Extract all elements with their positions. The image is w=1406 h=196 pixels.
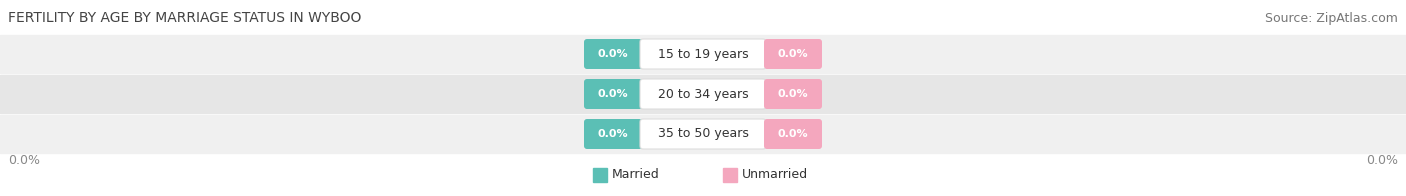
Text: 35 to 50 years: 35 to 50 years: [658, 128, 748, 141]
Text: Unmarried: Unmarried: [742, 169, 808, 181]
Text: 0.0%: 0.0%: [778, 49, 808, 59]
Text: 0.0%: 0.0%: [1367, 153, 1398, 166]
FancyBboxPatch shape: [640, 79, 766, 109]
Bar: [723, 168, 737, 182]
Bar: [0, 75, 1406, 113]
FancyBboxPatch shape: [640, 119, 766, 149]
Text: 0.0%: 0.0%: [598, 89, 628, 99]
Text: 0.0%: 0.0%: [598, 129, 628, 139]
Text: 0.0%: 0.0%: [778, 89, 808, 99]
Text: 15 to 19 years: 15 to 19 years: [658, 47, 748, 61]
FancyBboxPatch shape: [583, 79, 643, 109]
Text: Source: ZipAtlas.com: Source: ZipAtlas.com: [1265, 12, 1398, 24]
Text: FERTILITY BY AGE BY MARRIAGE STATUS IN WYBOO: FERTILITY BY AGE BY MARRIAGE STATUS IN W…: [8, 11, 361, 25]
Text: Married: Married: [612, 169, 659, 181]
Text: 20 to 34 years: 20 to 34 years: [658, 87, 748, 101]
Bar: [0, 115, 1406, 153]
FancyBboxPatch shape: [763, 79, 823, 109]
FancyBboxPatch shape: [763, 119, 823, 149]
Bar: [593, 168, 607, 182]
FancyBboxPatch shape: [583, 119, 643, 149]
FancyBboxPatch shape: [640, 39, 766, 69]
FancyBboxPatch shape: [583, 39, 643, 69]
Text: 0.0%: 0.0%: [8, 153, 39, 166]
Text: 0.0%: 0.0%: [598, 49, 628, 59]
FancyBboxPatch shape: [763, 39, 823, 69]
Text: 0.0%: 0.0%: [778, 129, 808, 139]
Bar: [0, 35, 1406, 73]
